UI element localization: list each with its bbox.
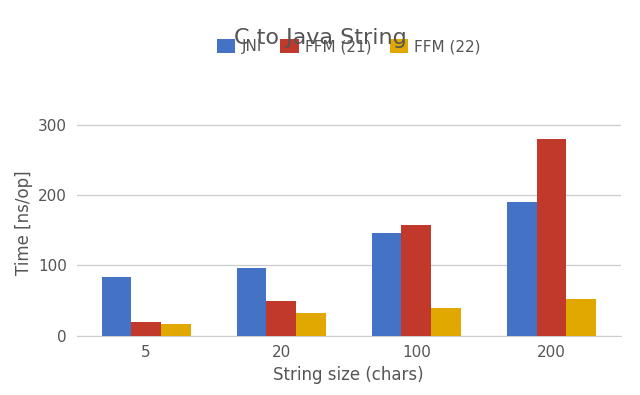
Bar bbox=[566, 299, 596, 336]
Bar bbox=[431, 308, 461, 336]
Bar bbox=[296, 312, 326, 336]
Bar bbox=[131, 322, 161, 336]
Bar bbox=[102, 277, 131, 336]
Bar bbox=[536, 139, 566, 336]
Bar bbox=[161, 324, 191, 336]
X-axis label: String size (chars): String size (chars) bbox=[273, 366, 424, 384]
Text: C to Java String: C to Java String bbox=[234, 28, 406, 48]
Y-axis label: Time [ns/op]: Time [ns/op] bbox=[15, 171, 33, 275]
Bar bbox=[507, 202, 536, 336]
Legend: JNI, FFM (21), FFM (22): JNI, FFM (21), FFM (22) bbox=[211, 33, 486, 60]
Bar bbox=[401, 225, 431, 336]
Bar bbox=[266, 301, 296, 336]
Bar bbox=[237, 267, 266, 336]
Bar bbox=[372, 233, 401, 336]
